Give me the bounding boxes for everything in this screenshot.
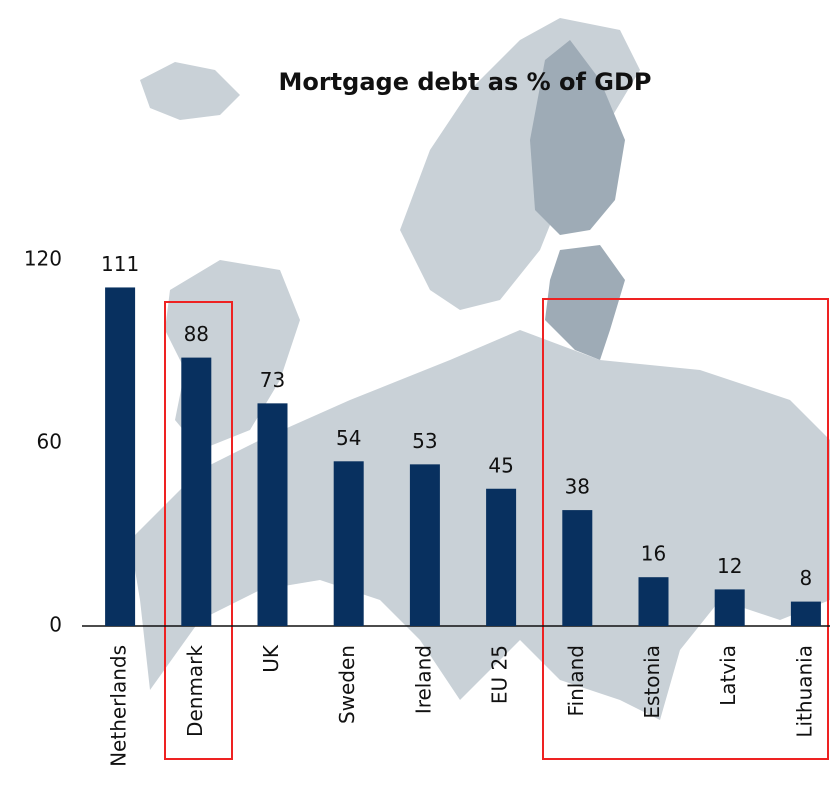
y-tick-label: 120 bbox=[24, 247, 62, 271]
x-tick-label: UK bbox=[259, 644, 283, 673]
bar bbox=[257, 403, 288, 626]
value-label: 8 bbox=[800, 566, 813, 590]
chart-title: Mortgage debt as % of GDP bbox=[278, 68, 651, 96]
x-tick-label: Netherlands bbox=[107, 645, 131, 767]
value-label: 16 bbox=[641, 542, 666, 566]
x-tick-label: Finland bbox=[564, 645, 588, 716]
value-label: 45 bbox=[488, 453, 513, 477]
bar bbox=[409, 464, 440, 626]
x-tick-label: Denmark bbox=[183, 645, 207, 737]
x-tick-label: Sweden bbox=[335, 645, 359, 724]
y-tick-label: 0 bbox=[49, 613, 62, 637]
x-tick-label: Ireland bbox=[411, 645, 435, 714]
value-label: 111 bbox=[101, 252, 139, 276]
bar bbox=[790, 601, 821, 626]
bar bbox=[562, 510, 593, 626]
highlight-box bbox=[164, 301, 233, 760]
value-label: 54 bbox=[336, 426, 361, 450]
value-label: 73 bbox=[260, 368, 285, 392]
bar bbox=[486, 488, 517, 626]
bar bbox=[105, 287, 136, 626]
x-tick-label: Estonia bbox=[640, 645, 664, 719]
bar bbox=[333, 461, 364, 626]
highlight-box bbox=[542, 298, 829, 760]
x-tick-label: EU 25 bbox=[488, 645, 512, 704]
y-tick-label: 60 bbox=[37, 430, 62, 454]
bar bbox=[714, 589, 745, 626]
x-tick-label: Latvia bbox=[716, 645, 740, 706]
x-tick-label: Lithuania bbox=[792, 645, 816, 738]
value-label: 88 bbox=[184, 322, 209, 346]
bar bbox=[181, 357, 212, 626]
value-label: 38 bbox=[565, 475, 590, 499]
bar bbox=[638, 577, 669, 626]
value-label: 12 bbox=[717, 554, 742, 578]
value-label: 53 bbox=[412, 429, 437, 453]
